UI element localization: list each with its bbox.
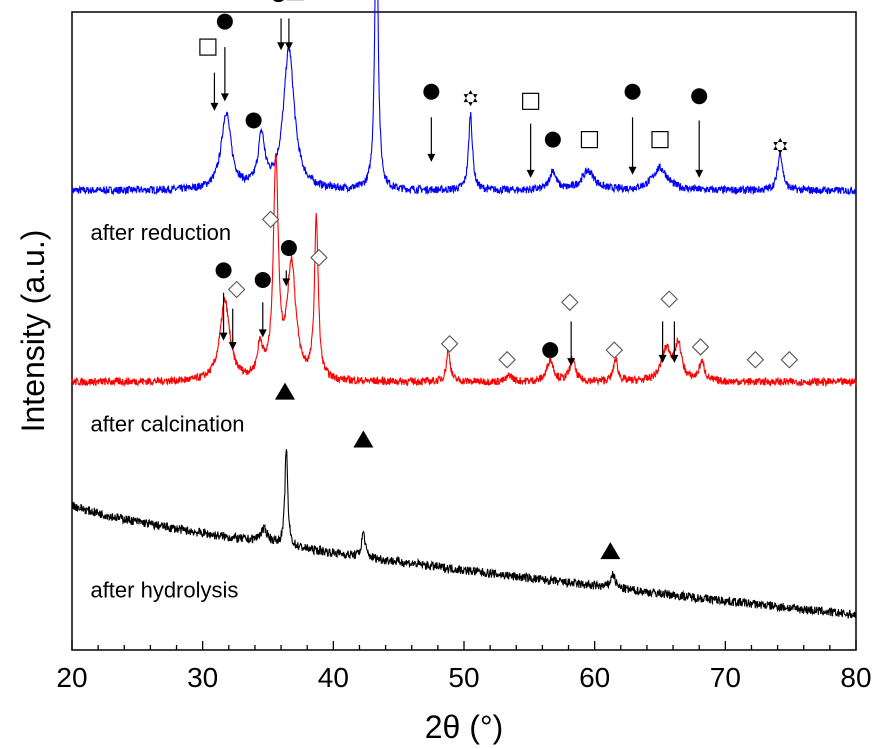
diamond-marker xyxy=(227,280,246,299)
triangle-marker xyxy=(600,542,621,560)
peak-arrow xyxy=(695,120,704,178)
circle-marker xyxy=(280,240,297,257)
plot-frame xyxy=(71,11,857,651)
diamond-marker xyxy=(440,334,459,353)
x-tick-label: 60 xyxy=(579,662,610,693)
star-marker xyxy=(773,137,788,154)
square-marker xyxy=(199,38,217,56)
x-tick-label: 30 xyxy=(187,662,218,693)
peak-arrow xyxy=(670,321,679,363)
circle-marker xyxy=(216,13,233,30)
triangle-marker xyxy=(353,430,374,448)
square-marker xyxy=(580,131,599,149)
diamond-marker xyxy=(261,210,280,229)
diamond-marker xyxy=(498,350,516,369)
axis-layer: 20 30 40 50 60 70 80 2θ (°) Intensity (a.u.) xyxy=(15,230,872,745)
peak-arrow xyxy=(526,123,535,178)
peak-arrow xyxy=(210,72,219,111)
diamond-marker xyxy=(780,350,799,369)
x-tick-label: 40 xyxy=(318,662,349,693)
square-marker xyxy=(522,92,540,110)
circle-marker xyxy=(254,271,271,288)
peak-arrow xyxy=(228,308,237,351)
star-marker xyxy=(463,90,478,107)
x-tick-label: 70 xyxy=(710,662,741,693)
x-tick-label: 50 xyxy=(448,662,479,693)
square-marker xyxy=(651,131,669,149)
peak-arrow xyxy=(567,321,576,367)
diamond-marker xyxy=(691,338,710,356)
plot-border xyxy=(71,11,857,651)
circle-marker xyxy=(542,342,559,359)
peak-arrow xyxy=(284,18,293,51)
label-layer: after reduction after calcination after hy… xyxy=(90,220,244,602)
series-line-2 xyxy=(71,449,857,619)
diamond-marker xyxy=(310,248,328,267)
peak-arrow xyxy=(219,292,228,341)
circle-marker xyxy=(544,131,561,148)
diamond-marker xyxy=(660,290,678,308)
circle-marker xyxy=(423,83,440,100)
circle-marker xyxy=(624,83,641,100)
peak-arrow xyxy=(427,117,436,162)
x-tick-label: 20 xyxy=(56,662,87,693)
peak-arrow xyxy=(658,321,667,363)
peak-arrow xyxy=(258,302,267,338)
diamond-marker xyxy=(746,350,765,369)
series-label: after reduction xyxy=(90,220,231,245)
circle-marker xyxy=(245,112,262,129)
y-axis-label: Intensity (a.u.) xyxy=(15,230,51,433)
series-label: after calcination xyxy=(90,412,244,437)
x-tick-label: 80 xyxy=(840,662,871,693)
peak-arrow xyxy=(220,47,229,102)
diamond-marker xyxy=(561,293,579,312)
series-line-0 xyxy=(71,0,857,196)
peak-arrow xyxy=(277,18,286,51)
diamond-marker xyxy=(605,341,624,359)
series-label: after hydrolysis xyxy=(90,577,238,602)
circle-marker xyxy=(273,0,284,3)
series-line-1 xyxy=(71,153,857,388)
triangle-marker xyxy=(274,382,295,400)
marker-layer xyxy=(199,0,799,560)
series-layer xyxy=(71,0,857,619)
circle-marker xyxy=(215,262,232,279)
x-axis-label: 2θ (°) xyxy=(425,709,504,745)
peak-arrow xyxy=(282,270,291,287)
circle-marker xyxy=(691,88,708,105)
peak-arrow xyxy=(628,117,637,175)
